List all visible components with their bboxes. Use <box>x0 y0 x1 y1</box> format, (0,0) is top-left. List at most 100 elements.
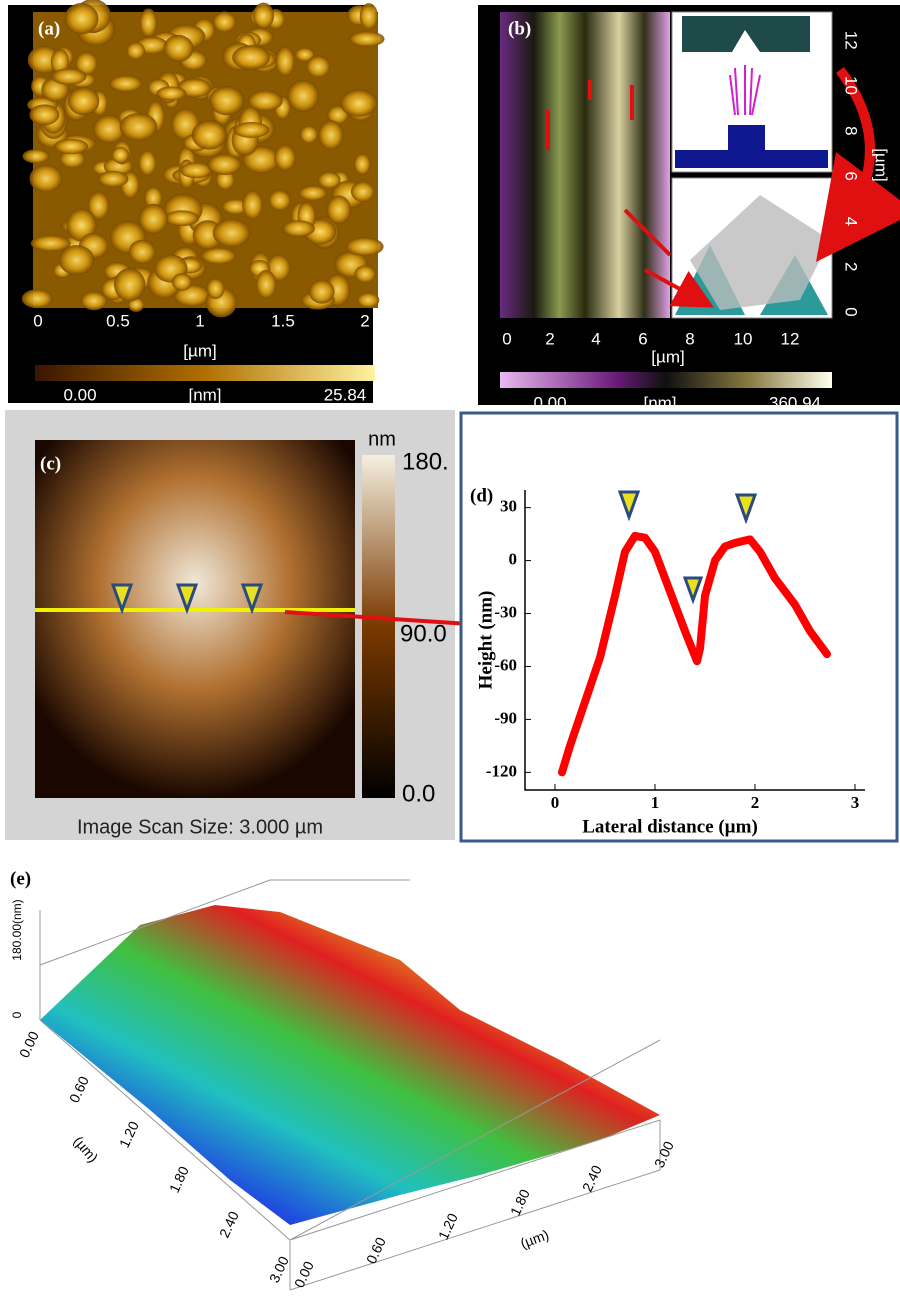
axis-tick: 0.60 <box>363 1235 389 1267</box>
colorbar-label: [nm] <box>188 385 221 404</box>
panel-label: (b) <box>508 18 531 39</box>
x-tick-label: 6 <box>638 329 647 348</box>
x-tick-label: 4 <box>591 329 600 348</box>
y-tick-label: 1 <box>390 172 409 181</box>
axis-tick: 0.60 <box>66 1074 92 1106</box>
axis-unit: [µm] <box>872 148 891 181</box>
grain <box>318 120 343 150</box>
axis-unit: (µm) <box>518 1226 551 1251</box>
panel-label: (e) <box>10 868 31 889</box>
axis-unit: [µm] <box>183 341 216 360</box>
grain <box>98 171 129 187</box>
y-tick-label: 10 <box>842 76 861 95</box>
colorbar <box>500 372 832 388</box>
grain <box>140 9 157 38</box>
y-tick-label: -90 <box>494 708 517 727</box>
panel-c-image <box>35 440 355 798</box>
x-tick-label: 0 <box>502 329 511 348</box>
grain <box>209 86 244 115</box>
caption: Image Scan Size: 3.000 µm <box>77 816 323 838</box>
grain <box>253 3 274 29</box>
colorbar <box>35 365 375 381</box>
grain <box>354 265 375 283</box>
panel-label: (c) <box>40 453 61 474</box>
axis-tick: 1.80 <box>166 1164 192 1196</box>
panel-b-image <box>500 12 670 318</box>
grain <box>300 125 318 143</box>
y-tick-label: 0 <box>842 307 861 316</box>
grain <box>357 293 379 308</box>
grain <box>309 280 335 304</box>
x-tick-label: 2 <box>751 793 760 812</box>
y-tick-label: 12 <box>842 31 861 50</box>
x-tick-label: 12 <box>781 329 800 348</box>
grain <box>354 153 371 175</box>
y-tick-label: 4 <box>842 217 861 226</box>
x-tick-label: 0.5 <box>106 311 130 330</box>
grain <box>65 3 99 34</box>
grain <box>282 220 315 237</box>
axis-tick: 1.20 <box>435 1211 461 1243</box>
y-tick-label: -30 <box>494 602 517 621</box>
x-tick-label: 8 <box>685 329 694 348</box>
colorbar-label: nm <box>368 428 396 450</box>
colorbar-label: 0.0 <box>402 780 435 807</box>
y-tick-label: 8 <box>842 126 861 135</box>
panel-label: (d) <box>470 485 493 506</box>
grain <box>207 154 241 175</box>
panel-label: (a) <box>38 18 60 39</box>
grain <box>109 75 143 92</box>
colorbar-label: 90.0 <box>400 620 447 647</box>
grain <box>349 31 385 46</box>
grain <box>129 240 156 264</box>
grain <box>126 42 145 60</box>
grain <box>345 237 383 256</box>
grain <box>274 144 296 171</box>
colorbar-label: 0.00 <box>533 393 566 412</box>
grain <box>156 87 186 101</box>
colorbar-label: [nm] <box>643 393 676 412</box>
colorbar-label: 360.94 <box>769 393 821 412</box>
axis-unit: [µm] <box>414 148 433 181</box>
grain <box>114 268 145 301</box>
grain <box>306 56 330 78</box>
grain <box>29 104 59 125</box>
axis-unit: [µm] <box>651 347 684 366</box>
x-tick-label: 0 <box>551 793 560 812</box>
grain <box>242 190 263 220</box>
grain <box>139 204 168 234</box>
grain <box>287 80 319 112</box>
colorbar <box>362 455 395 798</box>
grain <box>30 165 63 193</box>
axis-tick: 2.40 <box>216 1209 242 1241</box>
grain <box>233 122 269 138</box>
y-tick-label: 1.5 <box>390 101 409 125</box>
grain <box>232 45 270 70</box>
grain <box>23 149 50 163</box>
grain <box>298 186 327 201</box>
grain <box>139 150 157 176</box>
grain <box>213 219 251 247</box>
x-tick-label: 0 <box>33 311 42 330</box>
grain <box>327 195 352 224</box>
y-tick-label: 2 <box>842 262 861 271</box>
figure: (a) [µm] [µm] 0.00 [nm] 25.84 (b) [µm] [… <box>0 0 900 1302</box>
axis-tick: 1.80 <box>507 1187 533 1219</box>
x-tick-label: 1.5 <box>271 311 295 330</box>
grain <box>112 147 130 163</box>
axis-tick: 0.00 <box>291 1259 317 1291</box>
grain <box>340 89 377 116</box>
grain <box>248 90 283 111</box>
grain <box>192 120 227 149</box>
grain <box>276 46 295 76</box>
x-axis-label: Lateral distance (µm) <box>582 816 758 837</box>
axis-unit: 180.00(nm) <box>10 899 24 960</box>
axis-tick: 3.00 <box>651 1139 677 1171</box>
grain <box>54 139 88 154</box>
axis-unit: (µm) <box>71 1133 102 1166</box>
grain <box>351 181 375 202</box>
grain <box>360 3 378 30</box>
grain <box>51 68 86 85</box>
grain <box>164 35 194 62</box>
grain <box>165 210 199 226</box>
